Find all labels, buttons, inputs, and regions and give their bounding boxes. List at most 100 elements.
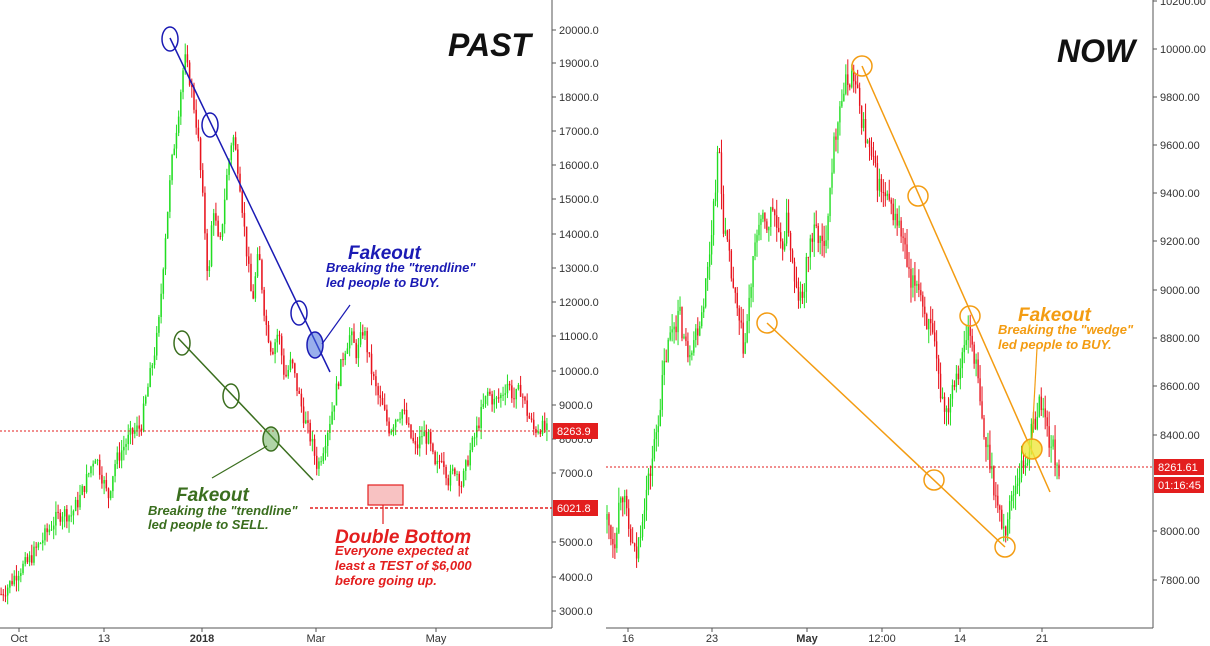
candle-body: [920, 290, 922, 296]
candle-body: [681, 306, 683, 339]
y-tick-label: 4000.0: [559, 572, 593, 584]
candle-body: [74, 499, 77, 511]
candle-body: [408, 423, 410, 425]
candle-body: [643, 510, 646, 523]
candle-body: [340, 359, 342, 387]
candle-body: [618, 502, 620, 533]
candle-body: [785, 212, 788, 244]
candle-body: [243, 212, 246, 227]
candle-body: [351, 331, 353, 336]
candle-body: [732, 278, 735, 288]
candle-body: [645, 489, 648, 511]
candle-body: [967, 326, 969, 341]
candle-body: [904, 237, 906, 245]
candle-body: [856, 84, 859, 88]
right-price-badge-current: [1154, 459, 1204, 475]
candle-body: [657, 426, 659, 433]
left-green-fakeout-line2: led people to SELL.: [148, 517, 269, 532]
candle-body: [874, 156, 877, 164]
left-blue-circle-mid: [201, 112, 219, 138]
candle-body: [835, 136, 837, 140]
candle-body: [440, 461, 443, 463]
candle-body: [528, 415, 531, 419]
candle-body: [22, 563, 24, 574]
candle-body: [931, 323, 934, 333]
candle-body: [46, 528, 48, 533]
candle-body: [933, 332, 936, 342]
candle-body: [250, 263, 252, 292]
candle-body: [245, 226, 248, 257]
candle-body: [300, 393, 303, 407]
candle-body: [736, 292, 738, 309]
candle-body: [858, 87, 861, 106]
candle-body: [61, 516, 64, 522]
y-tick-label: 18000.0: [559, 92, 599, 104]
candle-body: [458, 473, 460, 486]
candle-body: [1014, 485, 1017, 495]
candle-body: [480, 406, 482, 429]
candle-body: [140, 428, 143, 431]
candle-body: [199, 138, 202, 171]
candle-body: [724, 230, 727, 234]
candle-body: [1052, 439, 1054, 447]
candle-body: [1018, 477, 1021, 484]
candle-body: [443, 461, 445, 467]
left-green-trendline: [177, 337, 314, 481]
right-price-badge-current-label: 8261.61: [1158, 462, 1198, 474]
candle-body: [951, 385, 954, 399]
candle-body: [517, 384, 520, 390]
candle-body: [1036, 416, 1038, 429]
candle-body: [153, 355, 156, 366]
candle-body: [394, 419, 397, 428]
y-tick-label: 7800.00: [1160, 575, 1200, 587]
candle-body: [918, 283, 920, 291]
candle-body: [291, 359, 294, 364]
candle-body: [837, 122, 839, 140]
candle-body: [475, 425, 478, 438]
left-green-circle-top: [173, 330, 191, 356]
candle-body: [825, 240, 827, 246]
candle-body: [738, 308, 740, 321]
left-blue-pointer: [321, 304, 351, 345]
x-tick-label: 16: [622, 633, 634, 645]
candle-body: [862, 119, 865, 128]
candle-body: [506, 383, 509, 394]
candle-body: [419, 436, 421, 449]
candle-body: [884, 192, 886, 197]
right-fakeout-line2: led people to BUY.: [998, 337, 1112, 352]
candle-body: [780, 232, 782, 242]
candle-body: [868, 140, 871, 148]
candle-body: [906, 244, 908, 267]
left-blue-fakeout-title: Fakeout: [348, 243, 422, 264]
candle-body: [924, 306, 926, 315]
candle-body: [283, 355, 285, 375]
candle-body: [1003, 526, 1005, 529]
candle-body: [930, 318, 932, 324]
candle-body: [1001, 509, 1003, 529]
candle-body: [833, 136, 835, 173]
candle-body: [320, 461, 322, 463]
candle-body: [465, 460, 467, 471]
candle-body: [742, 322, 744, 354]
candle-body: [1008, 501, 1011, 520]
right-wedge-lower: [766, 322, 1006, 548]
candle-body: [963, 345, 965, 353]
candle-body: [870, 147, 873, 156]
candle-body: [15, 575, 18, 581]
candle-body: [758, 224, 760, 236]
candle-body: [357, 344, 360, 359]
candle-body: [995, 495, 997, 497]
candle-body: [855, 81, 857, 85]
candle-body: [208, 266, 211, 271]
candle-body: [412, 437, 414, 442]
candle-body: [57, 511, 59, 513]
candle-body: [434, 451, 436, 465]
candle-body: [2, 594, 5, 596]
candle-body: [631, 542, 634, 544]
candle-body: [649, 473, 652, 476]
candle-body: [847, 74, 849, 85]
candle-body: [1034, 418, 1037, 429]
candle-body: [41, 540, 44, 544]
candle-body: [985, 437, 987, 448]
candle-body: [928, 318, 930, 330]
